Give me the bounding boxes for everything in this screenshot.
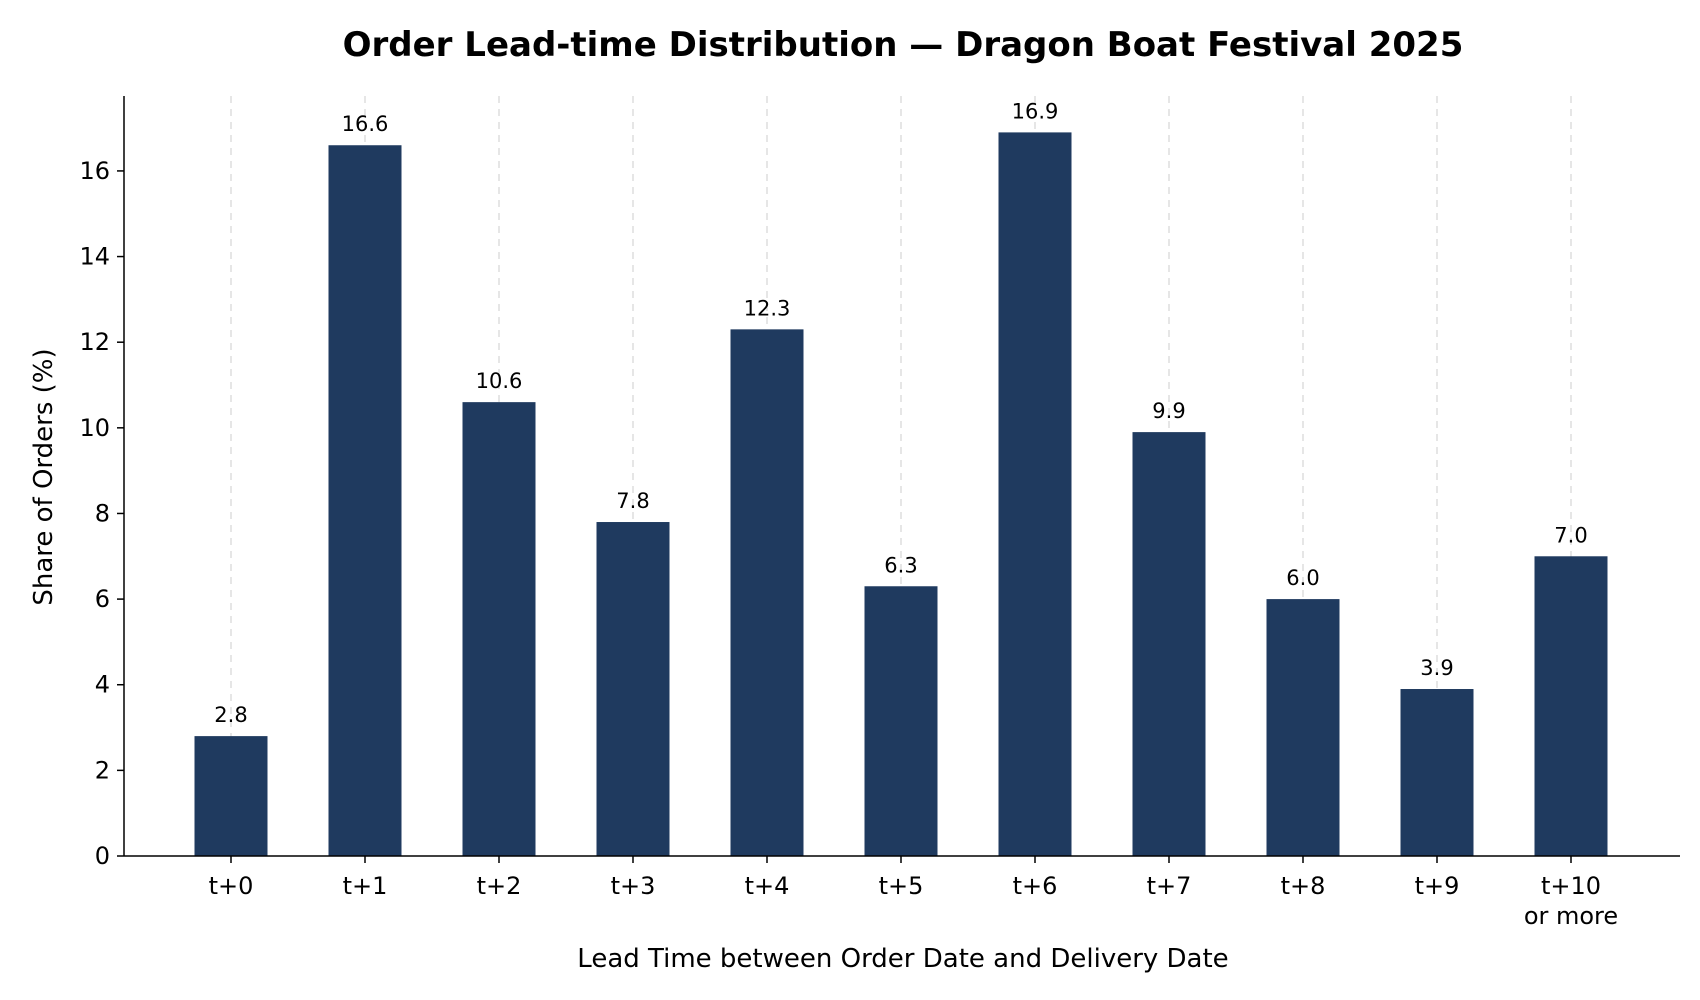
data-label: 10.6 <box>476 369 523 393</box>
bar <box>864 586 938 856</box>
bar <box>1534 556 1608 856</box>
bars <box>194 132 1608 857</box>
y-tick-label: 6 <box>95 585 110 613</box>
data-label: 12.3 <box>744 296 791 320</box>
data-label: 6.3 <box>884 553 917 577</box>
x-tick-label: t+3 <box>611 872 656 900</box>
y-tick-label: 4 <box>95 671 110 699</box>
data-label: 7.8 <box>616 489 649 513</box>
y-tick-label: 14 <box>79 243 110 271</box>
data-label: 16.9 <box>1012 99 1059 123</box>
x-tick-label: t+4 <box>745 872 790 900</box>
y-tick-label: 16 <box>79 157 110 185</box>
x-tick-label: t+0 <box>209 872 254 900</box>
bar <box>462 402 536 856</box>
bar <box>1266 599 1340 856</box>
data-label: 6.0 <box>1286 566 1319 590</box>
x-tick-label: or more <box>1524 902 1618 930</box>
data-label: 16.6 <box>342 112 389 136</box>
x-tick-label: t+8 <box>1281 872 1326 900</box>
bar <box>194 736 268 856</box>
y-tick-label: 2 <box>95 756 110 784</box>
data-label: 3.9 <box>1420 656 1453 680</box>
bar <box>1400 689 1474 856</box>
y-tick-label: 8 <box>95 499 110 527</box>
x-tick-label: t+9 <box>1415 872 1460 900</box>
data-label: 9.9 <box>1152 399 1185 423</box>
y-tick-label: 12 <box>79 328 110 356</box>
data-label: 2.8 <box>214 703 247 727</box>
chart-title: Order Lead-time Distribution — Dragon Bo… <box>343 25 1464 65</box>
bar <box>328 145 402 856</box>
y-tick-label: 10 <box>79 414 110 442</box>
y-tick-label: 0 <box>95 842 110 870</box>
bar <box>730 329 804 856</box>
y-axis-label: Share of Orders (%) <box>29 348 59 605</box>
x-axis-label: Lead Time between Order Date and Deliver… <box>577 944 1228 974</box>
x-tick-label: t+5 <box>879 872 924 900</box>
data-labels: 2.8 16.6 10.6 7.8 12.3 6.3 16.9 9.9 6.0 3.9 7.0 <box>214 99 1587 727</box>
x-tick-label: t+1 <box>343 872 388 900</box>
x-tick-label: t+2 <box>477 872 522 900</box>
x-tick-label: t+6 <box>1013 872 1058 900</box>
x-tick-label: t+10 <box>1541 872 1601 900</box>
bar <box>1132 432 1206 856</box>
data-label: 7.0 <box>1554 523 1587 547</box>
bar <box>998 132 1072 857</box>
x-tick-label: t+7 <box>1147 872 1192 900</box>
bar <box>596 522 670 856</box>
